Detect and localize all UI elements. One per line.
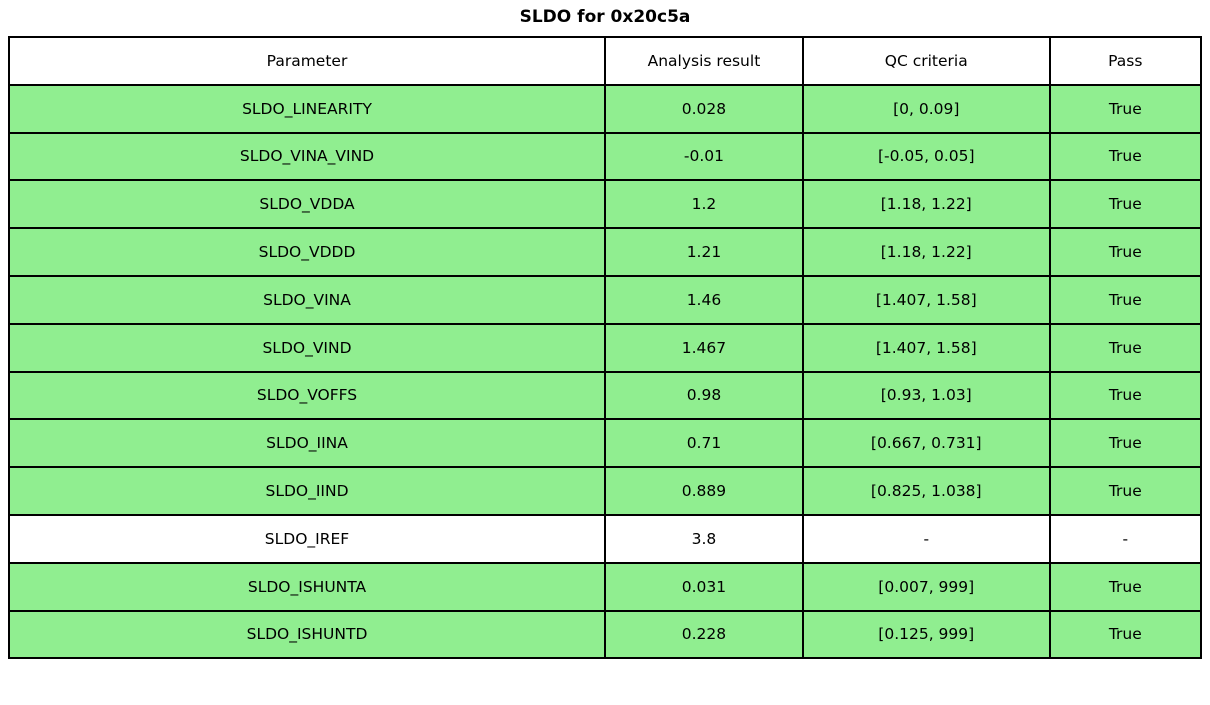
cell-qc-criteria: [1.407, 1.58] <box>801 274 1051 325</box>
header-parameter: Parameter <box>7 36 607 86</box>
cell-qc-criteria: [1.18, 1.22] <box>801 227 1051 277</box>
cell-pass: True <box>1048 227 1203 277</box>
header-qc-criteria: QC criteria <box>801 36 1051 86</box>
cell-analysis-result: 1.467 <box>604 322 804 373</box>
table-row: SLDO_VDDA 1.2 [1.18, 1.22] True <box>7 179 1203 230</box>
header-analysis-result: Analysis result <box>604 36 804 86</box>
table-row: SLDO_VDDD 1.21 [1.18, 1.22] True <box>7 227 1203 277</box>
cell-parameter: SLDO_VINA <box>7 274 607 325</box>
cell-parameter: SLDO_IINA <box>7 418 607 469</box>
table-row: SLDO_VOFFS 0.98 [0.93, 1.03] True <box>7 370 1203 421</box>
cell-pass: True <box>1048 609 1203 660</box>
cell-pass: True <box>1048 83 1203 134</box>
cell-pass: True <box>1048 179 1203 230</box>
cell-qc-criteria: [1.407, 1.58] <box>801 322 1051 373</box>
table-body: SLDO_LINEARITY 0.028 [0, 0.09] True SLDO_VIN… <box>7 83 1203 660</box>
cell-qc-criteria: [0, 0.09] <box>801 83 1051 134</box>
cell-parameter: SLDO_VIND <box>7 322 607 373</box>
cell-analysis-result: 1.2 <box>604 179 804 230</box>
cell-analysis-result: 0.228 <box>604 609 804 660</box>
table-row: SLDO_ISHUNTA 0.031 [0.007, 999] True <box>7 561 1203 612</box>
cell-pass: True <box>1048 418 1203 469</box>
cell-analysis-result: 0.71 <box>604 418 804 469</box>
cell-parameter: SLDO_VDDA <box>7 179 607 230</box>
cell-qc-criteria: - <box>801 513 1051 564</box>
cell-analysis-result: 1.21 <box>604 227 804 277</box>
cell-parameter: SLDO_IREF <box>7 513 607 564</box>
cell-parameter: SLDO_ISHUNTD <box>7 609 607 660</box>
cell-analysis-result: 0.98 <box>604 370 804 421</box>
cell-pass: True <box>1048 466 1203 516</box>
cell-pass: - <box>1048 513 1203 564</box>
cell-qc-criteria: [0.667, 0.731] <box>801 418 1051 469</box>
qc-results-table: Parameter Analysis result QC criteria Pa… <box>7 36 1203 660</box>
cell-qc-criteria: [0.825, 1.038] <box>801 466 1051 516</box>
cell-analysis-result: 0.031 <box>604 561 804 612</box>
cell-parameter: SLDO_VINA_VIND <box>7 131 607 182</box>
cell-pass: True <box>1048 131 1203 182</box>
header-row: Parameter Analysis result QC criteria Pa… <box>7 36 1203 86</box>
cell-analysis-result: 1.46 <box>604 274 804 325</box>
cell-analysis-result: -0.01 <box>604 131 804 182</box>
cell-parameter: SLDO_VDDD <box>7 227 607 277</box>
cell-parameter: SLDO_IIND <box>7 466 607 516</box>
cell-qc-criteria: [0.93, 1.03] <box>801 370 1051 421</box>
cell-pass: True <box>1048 274 1203 325</box>
cell-parameter: SLDO_LINEARITY <box>7 83 607 134</box>
table-row: SLDO_LINEARITY 0.028 [0, 0.09] True <box>7 83 1203 134</box>
table-row: SLDO_VIND 1.467 [1.407, 1.58] True <box>7 322 1203 373</box>
page-title: SLDO for 0x20c5a <box>519 7 691 27</box>
table-row: SLDO_VINA 1.46 [1.407, 1.58] True <box>7 274 1203 325</box>
table-row: SLDO_VINA_VIND -0.01 [-0.05, 0.05] True <box>7 131 1203 182</box>
table-row: SLDO_IIND 0.889 [0.825, 1.038] True <box>7 466 1203 516</box>
cell-pass: True <box>1048 561 1203 612</box>
header-pass: Pass <box>1048 36 1203 86</box>
cell-parameter: SLDO_VOFFS <box>7 370 607 421</box>
cell-analysis-result: 0.889 <box>604 466 804 516</box>
table-row: SLDO_ISHUNTD 0.228 [0.125, 999] True <box>7 609 1203 660</box>
cell-qc-criteria: [1.18, 1.22] <box>801 179 1051 230</box>
cell-analysis-result: 0.028 <box>604 83 804 134</box>
cell-qc-criteria: [0.007, 999] <box>801 561 1051 612</box>
cell-pass: True <box>1048 370 1203 421</box>
table-row: SLDO_IREF 3.8- - <box>7 513 1203 564</box>
cell-parameter: SLDO_ISHUNTA <box>7 561 607 612</box>
cell-pass: True <box>1048 322 1203 373</box>
cell-analysis-result: 3.8 <box>604 513 804 564</box>
cell-qc-criteria: [-0.05, 0.05] <box>801 131 1051 182</box>
cell-qc-criteria: [0.125, 999] <box>801 609 1051 660</box>
table-row: SLDO_IINA 0.71 [0.667, 0.731] True <box>7 418 1203 469</box>
